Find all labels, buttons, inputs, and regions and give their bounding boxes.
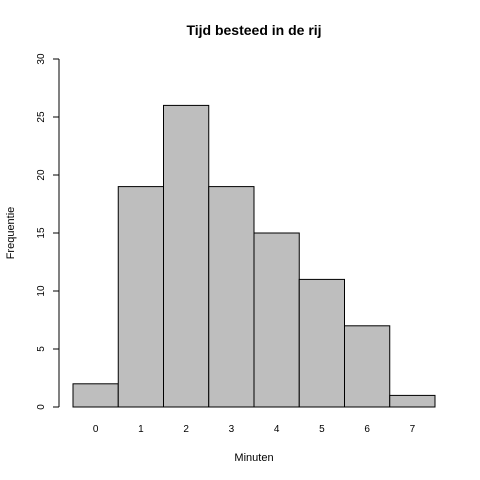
y-axis: 0 5 10 15 20 25 30 [36,53,60,410]
bar-6 [344,325,391,408]
y-axis-label: Frequentie [5,207,17,260]
y-tick-label: 5 [36,346,47,352]
x-tick-label: 0 [93,424,99,435]
x-tick-label: 4 [274,424,280,435]
bar-2 [163,104,210,408]
x-tick-label: 5 [319,424,325,435]
chart-title: Tijd besteed in de rij [186,22,321,38]
bar-0 [72,383,119,408]
bar-5 [298,278,345,408]
x-tick-label: 3 [229,424,235,435]
bar-4 [253,232,300,408]
y-tick-label: 30 [36,53,47,65]
y-tick-label: 10 [36,285,47,297]
x-tick-labels: 0 1 2 3 4 5 6 7 [93,424,416,435]
bar-3 [208,186,255,408]
x-tick-label: 1 [138,424,144,435]
bar-1 [117,186,164,408]
y-tick-label: 15 [36,227,47,239]
x-tick-label: 2 [183,424,189,435]
y-tick-label: 0 [36,404,47,410]
y-tick-label: 20 [36,169,47,181]
bars-group [72,104,436,408]
x-tick-label: 6 [364,424,370,435]
bar-7 [389,394,436,408]
x-axis-label: Minuten [234,452,273,464]
x-tick-label: 7 [410,424,416,435]
y-tick-label: 25 [36,111,47,123]
